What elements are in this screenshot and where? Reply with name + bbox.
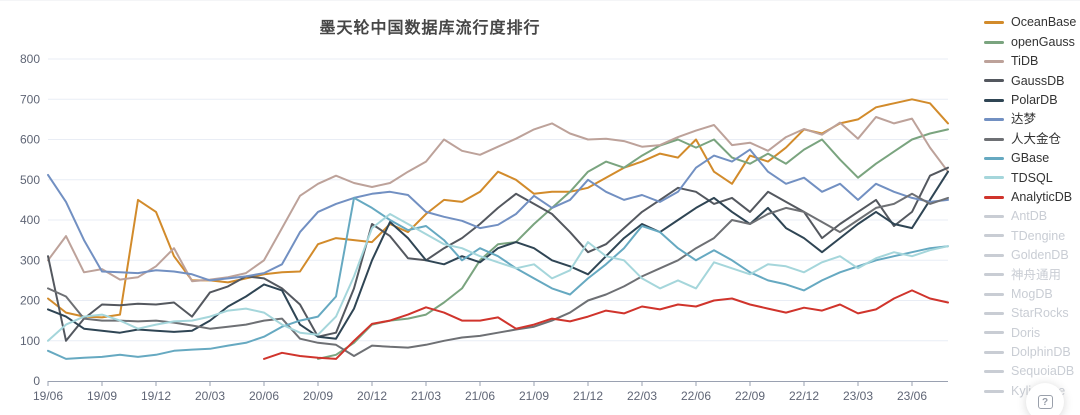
legend-swatch-icon [984,118,1004,122]
legend-item-人大金仓[interactable]: 人大金仓 [984,129,1076,148]
legend-item-神舟通用[interactable]: 神舟通用 [984,265,1076,284]
x-axis-label: 20/06 [249,389,279,403]
chart-title: 墨天轮中国数据库流行度排行 [319,20,541,37]
legend-label: 人大金仓 [1011,131,1062,146]
legend-swatch-icon [984,156,1004,160]
x-axis-label: 23/03 [843,389,873,403]
legend-item-达梦[interactable]: 达梦 [984,110,1076,129]
x-axis-label: 19/12 [141,389,171,403]
chart-legend: OceanBase openGauss TiDB GaussDB PolarDB 达梦人大… [984,13,1076,401]
legend-swatch-icon [984,137,1004,141]
help-icon: ? [1037,395,1053,409]
x-axis-label: 22/12 [789,389,819,403]
series-line-人大金仓 [47,192,949,357]
legend-swatch-icon [984,253,1004,257]
x-axis-label: 19/06 [33,389,63,403]
y-axis-label: 200 [20,294,40,308]
legend-label: TiDB [1011,54,1039,69]
legend-item-OceanBase[interactable]: OceanBase [984,13,1076,32]
legend-swatch-icon [984,98,1004,102]
series-line-openGauss [317,128,949,360]
legend-swatch-icon [984,40,1004,44]
y-axis-label: 300 [20,253,40,267]
legend-label: Doris [1011,325,1041,340]
legend-item-TiDB[interactable]: TiDB [984,52,1076,71]
legend-item-TDengine[interactable]: TDengine [984,226,1076,245]
legend-swatch-icon [984,176,1004,180]
legend-label: GBase [1011,151,1050,166]
legend-swatch-icon [984,21,1004,25]
y-axis-label: 800 [20,52,40,66]
legend-label: GoldenDB [1011,248,1069,263]
y-axis-label: 700 [20,92,40,106]
x-axis-label: 23/06 [897,389,927,403]
legend-item-PolarDB[interactable]: PolarDB [984,91,1076,110]
legend-swatch-icon [984,292,1004,296]
x-axis-label: 20/09 [303,389,333,403]
series-line-GBase [47,196,949,360]
y-axis-label: 400 [20,213,40,227]
legend-item-Doris[interactable]: Doris [984,323,1076,342]
legend-swatch-icon [984,331,1004,335]
x-axis-label: 20/03 [195,389,225,403]
legend-item-GaussDB[interactable]: GaussDB [984,71,1076,90]
series-line-GaussDB [47,166,949,342]
line-chart-canvas[interactable]: 0 100 200 300 400 500 600 700 800 19/06 19/09 19/12… [0,1,960,415]
legend-swatch-icon [984,215,1004,219]
series-line-AnalyticDB [263,289,949,360]
legend-label: StarRocks [1011,306,1069,321]
x-axis-label: 21/09 [519,389,549,403]
legend-swatch-icon [984,389,1004,393]
x-axis-label: 22/06 [681,389,711,403]
legend-swatch-icon [984,59,1004,63]
legend-label: AnalyticDB [1011,189,1073,204]
x-axis-label: 20/12 [357,389,387,403]
legend-label: PolarDB [1011,93,1058,107]
x-axis-label: 21/03 [411,389,441,403]
legend-item-TDSQL[interactable]: TDSQL [984,168,1076,187]
legend-item-MogDB[interactable]: MogDB [984,284,1076,303]
legend-item-AntDB[interactable]: AntDB [984,207,1076,226]
y-axis-label: 600 [20,133,40,147]
legend-item-AnalyticDB[interactable]: AnalyticDB [984,188,1076,207]
help-button[interactable]: ? [1026,383,1064,415]
legend-swatch-icon [984,350,1004,354]
y-axis-label: 500 [20,173,40,187]
series-line-达梦 [47,148,949,282]
legend-label: MogDB [1011,286,1053,301]
legend-item-GBase[interactable]: GBase [984,149,1076,168]
legend-label: TDengine [1011,228,1066,243]
x-axis-label: 22/03 [627,389,657,403]
x-axis-label: 22/09 [735,389,765,403]
y-axis-label: 100 [20,334,40,348]
legend-swatch-icon [984,234,1004,238]
legend-label: DolphinDB [1011,345,1071,360]
legend-label: openGauss [1011,34,1075,49]
x-axis-label: 21/12 [573,389,603,403]
legend-label: AntDB [1011,209,1048,224]
legend-label: GaussDB [1011,73,1065,88]
legend-swatch-icon [984,273,1004,277]
legend-swatch-icon [984,370,1004,374]
legend-item-GoldenDB[interactable]: GoldenDB [984,246,1076,265]
legend-item-StarRocks[interactable]: StarRocks [984,304,1076,323]
legend-label: 达梦 [1011,112,1037,127]
legend-swatch-icon [984,195,1004,199]
legend-label: TDSQL [1011,170,1053,185]
legend-label: SequoiaDB [1011,364,1075,379]
x-axis-label: 19/09 [87,389,117,403]
series-line-TiDB [47,116,949,283]
series-line-TDSQL [47,213,949,342]
legend-item-openGauss[interactable]: openGauss [984,32,1076,51]
legend-item-SequoiaDB[interactable]: SequoiaDB [984,362,1076,381]
legend-swatch-icon [984,312,1004,316]
legend-label: 神舟通用 [1011,267,1062,282]
legend-label: OceanBase [1011,15,1077,30]
legend-item-DolphinDB[interactable]: DolphinDB [984,343,1076,362]
y-axis-label: 0 [33,374,40,388]
x-axis-label: 21/06 [465,389,495,403]
legend-swatch-icon [984,79,1004,83]
